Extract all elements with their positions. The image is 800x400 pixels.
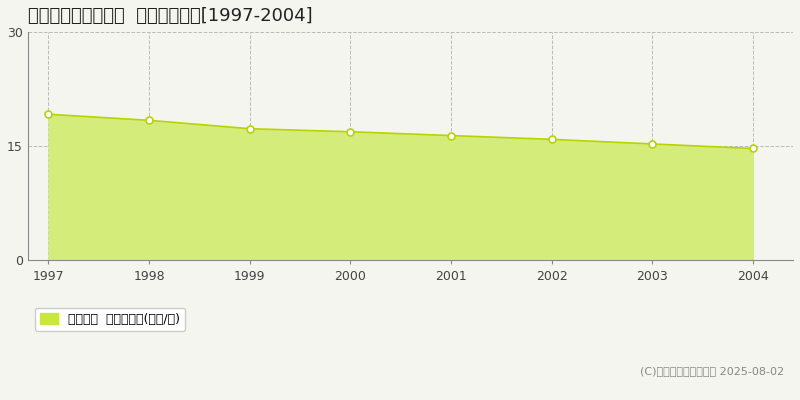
Text: (C)土地価格ドットコム 2025-08-02: (C)土地価格ドットコム 2025-08-02 <box>640 366 784 376</box>
Legend: 基準地価  平均坪単価(万円/坪): 基準地価 平均坪単価(万円/坪) <box>34 308 186 331</box>
Text: 札幌市南区川沿一条  基準地価推移[1997-2004]: 札幌市南区川沿一条 基準地価推移[1997-2004] <box>28 7 313 25</box>
